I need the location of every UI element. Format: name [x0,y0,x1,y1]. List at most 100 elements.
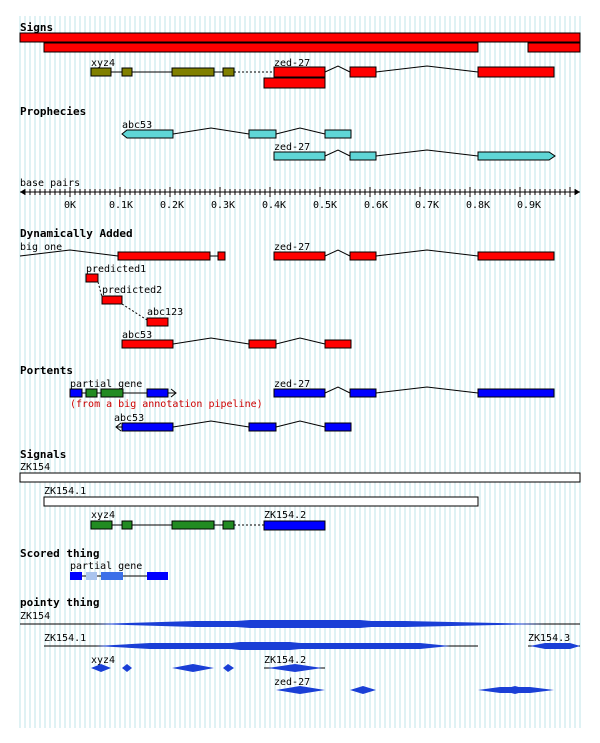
portents-abc53-exon [121,422,174,432]
pointy-zk154-2-label: ZK154.2 [264,655,306,666]
dyn-zed27-exon [349,251,377,261]
signs-bar-left[interactable] [43,42,479,53]
dyn-abc53-exon [121,339,174,349]
axis-tick-label: 0.4K [262,200,286,211]
signals-zk154-2-feature[interactable] [263,520,326,531]
portents-abc53-gene[interactable] [115,420,352,432]
axis-left-arrow [20,189,25,195]
pointy-zk154-feature[interactable] [20,620,580,628]
dyn-zed27-exon [477,251,555,261]
axis-right-arrow [575,189,580,195]
prophecies-zed27-label: zed-27 [274,142,310,153]
dyn-predicted1-feature[interactable] [85,273,99,283]
pointy-xyz4-features[interactable] [91,664,234,672]
section-title-portents: Portents [20,364,73,377]
portents-partial-gene-exon [85,388,98,398]
portents-abc53-arrow [115,422,122,432]
section-title-scored-thing: Scored thing [20,547,99,560]
signals-zk154-1-feature[interactable] [43,496,479,507]
prophecies-abc53-exon [121,129,174,139]
pointy-zk154-3-shape [530,643,580,649]
pointy-xyz4-diamond [172,664,214,672]
portents-zed27-exon [477,388,555,398]
signs-xyz4-gene[interactable] [90,67,274,77]
portents-abc53-exon [248,422,277,432]
dyn-predicted1-label: predicted1 [86,264,146,275]
pointy-xyz4-diamond [122,664,132,672]
prophecies-abc53-intron [275,127,326,135]
prophecies-zed27-intron [324,149,351,157]
signs-xyz4-label: xyz4 [91,58,115,69]
portents-partial-gene-label: partial gene [70,379,142,390]
scored-partial-gene-label: partial gene [70,561,142,572]
portents-pipeline-note: (from a big annotation pipeline) [70,399,263,410]
signals-xyz4-gene[interactable] [90,520,264,530]
prophecies-abc53-exon [324,129,352,139]
section-title-pointy-thing: pointy thing [20,596,99,609]
axis-ticks: 0K 0.1K 0.2K 0.3K 0.4K 0.5K 0.6K 0.7K 0.8K 0.9K [24,187,576,211]
axis-tick-label: 0.6K [364,200,388,211]
pointy-zk154-2-feature[interactable] [264,664,325,672]
signs-zed27-exon [477,66,555,78]
scored-partial-gene[interactable] [70,572,168,580]
dyn-zed27-intron [324,249,351,257]
signs-long-bar[interactable] [19,32,581,43]
portents-partial-gene-exon [69,388,83,398]
portents-abc53-exon [324,422,352,432]
portents-abc53-intron [275,420,326,428]
portents-partial-gene-arrow [170,388,177,398]
pointy-zk154-2-diamond [268,664,322,672]
signals-xyz4-label: xyz4 [91,510,115,521]
prophecies-zed27-gene[interactable] [273,149,556,161]
dyn-abc53-gene[interactable] [121,337,352,349]
portents-partial-gene-exon [146,388,169,398]
signals-xyz4-exon [171,520,215,530]
prophecies-abc53-label: abc53 [122,120,152,131]
signs-zed27-exon-alt [263,77,326,89]
dyn-predicted2-feature[interactable] [101,295,123,305]
signs-zed27-gene[interactable] [263,65,555,89]
axis-tick-label: 0.9K [517,200,541,211]
track-pointy-thing: pointy thing ZK154 ZK154.1 ZK154.3 xyz4 … [20,596,580,694]
scored-partial-gene-exon [70,572,82,580]
dyn-zed27-exon [273,251,326,261]
dyn-predicted2-label: predicted2 [102,285,162,296]
portents-zed27-exon [349,388,377,398]
signals-zk154-1-label: ZK154.1 [44,486,86,497]
signs-bar-right[interactable] [527,42,581,53]
signs-zed27-exon [349,66,377,78]
axis-tick-label: 0.5K [313,200,337,211]
dyn-big-one-gene[interactable] [19,249,226,261]
axis-tick-label: 0.8K [466,200,490,211]
dyn-big-one-exon [217,251,226,261]
dyn-abc123-feature[interactable] [146,317,169,327]
signs-xyz4-exon [90,67,112,77]
track-portents: Portents partial gene (from a big annota… [20,364,555,432]
prophecies-zed27-intron [375,149,479,157]
pointy-xyz4-diamond [91,664,111,672]
scored-partial-gene-exon [101,572,123,580]
prophecies-zed27-exon [273,151,326,161]
scored-partial-gene-exon [147,572,168,580]
pointy-zk154-3-feature[interactable] [528,643,580,649]
signs-xyz4-exon [121,67,133,77]
dyn-zed27-label: zed-27 [274,242,310,253]
portents-zed27-gene[interactable] [273,386,555,398]
dyn-zed27-gene[interactable] [273,249,555,261]
dyn-zed27-intron [375,249,479,257]
pointy-zk154-peak [195,620,405,628]
portents-zed27-intron [324,386,351,394]
pointy-zk154-1-feature[interactable] [44,642,478,650]
signals-zk154-feature[interactable] [19,472,581,483]
track-dynamically-added: Dynamically Added big one zed-27 predict… [19,227,555,349]
prophecies-zed27-exon [477,151,556,161]
prophecies-abc53-gene[interactable] [121,127,352,139]
signs-zed27-exon [273,66,326,78]
axis-label: base pairs [20,178,80,189]
section-title-dynamically-added: Dynamically Added [20,227,133,240]
pointy-xyz4-diamond [223,664,234,672]
portents-partial-gene[interactable] [69,388,177,398]
dyn-abc53-intron [275,337,326,345]
pointy-zed27-features[interactable] [276,686,554,694]
